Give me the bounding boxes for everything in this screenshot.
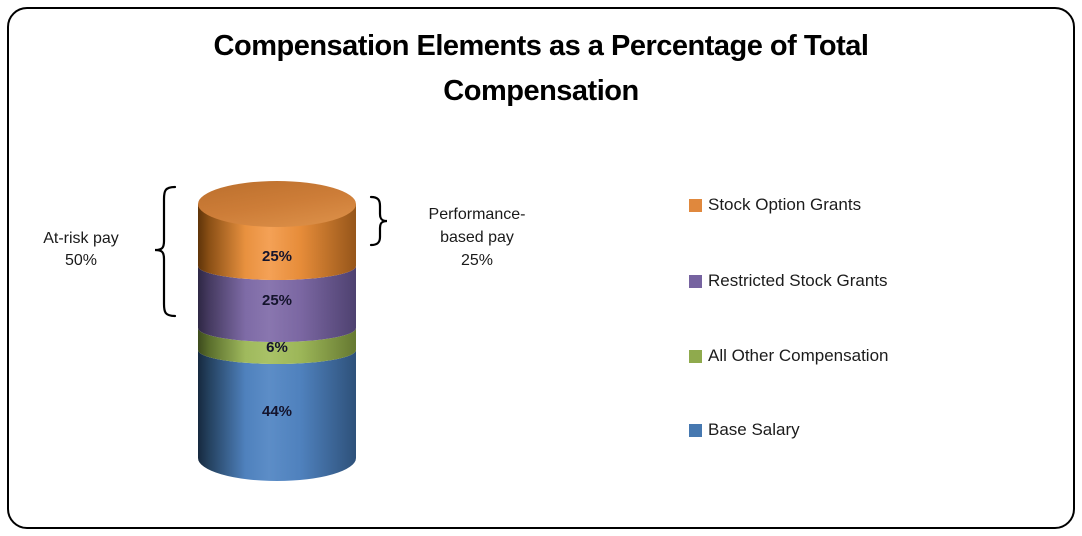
annotation-at-risk-pay-line1: At-risk pay: [43, 230, 119, 247]
data-label-all-other-compensation: 6%: [266, 339, 288, 356]
legend-swatch-base-salary: [689, 423, 702, 437]
segment-all-other-compensation: [198, 328, 356, 364]
chart-title: Compensation Elements as a Percentage of…: [60, 24, 1022, 114]
annotation-at-risk-pay: At-risk pay 50%: [16, 228, 146, 272]
cylinder-top-face: [198, 181, 356, 227]
chart-title-line1: Compensation Elements as a Percentage of…: [213, 30, 869, 62]
data-label-stock-option-grants: 25%: [261, 248, 293, 265]
legend-swatch-stock-option-grants: [689, 198, 702, 212]
annotation-performance-based-pay: Performance- based pay 25%: [410, 203, 544, 272]
legend-item-base-salary: Base Salary: [689, 420, 800, 439]
chart-title-line2: Compensation: [443, 75, 639, 107]
segment-restricted-stock-grants: [198, 266, 356, 342]
left-brace: [154, 185, 177, 318]
legend-swatch-restricted-stock-grants: [689, 274, 702, 288]
legend-item-stock-option-grants: Stock Option Grants: [689, 195, 862, 214]
annotation-at-risk-pay-line2: 50%: [64, 252, 98, 269]
data-label-restricted-stock-grants: 25%: [261, 292, 293, 309]
segment-base-salary: [198, 350, 356, 481]
data-label-base-salary: 44%: [261, 403, 293, 420]
annotation-performance-line3: 25%: [460, 252, 494, 269]
annotation-performance-line2: based pay: [440, 229, 514, 246]
legend-label-restricted-stock-grants: Restricted Stock Grants: [708, 271, 888, 290]
legend-label-base-salary: Base Salary: [708, 420, 800, 439]
legend-label-all-other-compensation: All Other Compensation: [708, 346, 889, 365]
chart-area-border: [7, 7, 1075, 529]
legend-item-restricted-stock-grants: Restricted Stock Grants: [689, 271, 888, 290]
legend-item-all-other-compensation: All Other Compensation: [689, 346, 889, 365]
annotation-performance-line1: Performance-: [428, 206, 526, 223]
legend-swatch-all-other-compensation: [689, 349, 702, 363]
legend-label-stock-option-grants: Stock Option Grants: [708, 195, 862, 214]
right-brace: [369, 195, 388, 247]
